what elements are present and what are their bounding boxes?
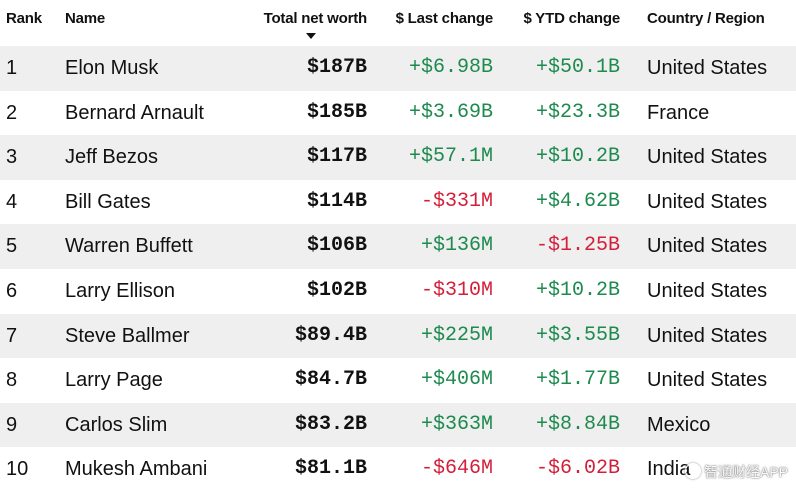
last-change-cell: -$646M xyxy=(420,457,493,481)
country-cell: India xyxy=(647,458,691,481)
name-cell[interactable]: Mukesh Ambani xyxy=(65,458,208,481)
country-cell: United States xyxy=(647,235,768,258)
table-row[interactable]: 7 Steve Ballmer $89.4B +$225M +$3.55B United … xyxy=(0,313,796,359)
country-cell: France xyxy=(647,101,710,124)
ytd-change-cell: -$6.02B xyxy=(535,457,620,481)
net-worth-cell: $185B xyxy=(306,100,367,124)
last-change-cell: -$310M xyxy=(420,278,493,302)
last-change-cell: +$225M xyxy=(420,323,493,347)
last-change-cell: +$57.1M xyxy=(408,145,493,169)
table-header: Rank Name Total net worth $ Last change … xyxy=(0,0,796,46)
table-row[interactable]: 3 Jeff Bezos $117B +$57.1M +$10.2B United Sta… xyxy=(0,135,796,180)
ytd-change-cell: +$23.3B xyxy=(535,100,620,124)
column-header-worth[interactable]: Total net worth xyxy=(263,10,368,27)
rank-cell: 8 xyxy=(6,369,18,392)
watermark-text: 智通财经APP xyxy=(703,464,788,480)
rank-cell: 1 xyxy=(6,57,18,79)
last-change-cell: +$363M xyxy=(420,412,493,436)
name-cell[interactable]: Warren Buffett xyxy=(65,235,193,258)
country-cell: United States xyxy=(647,324,768,347)
table-row[interactable]: 9 Carlos Slim $83.2B +$363M +$8.84B Mexico xyxy=(0,402,796,448)
net-worth-cell: $102B xyxy=(306,278,367,302)
column-header-ytd-change[interactable]: $ YTD change xyxy=(523,10,620,27)
name-cell[interactable]: Larry Page xyxy=(65,369,163,392)
ytd-change-cell: +$10.2B xyxy=(535,278,620,302)
watermark: 智通财经APP xyxy=(684,462,788,482)
ytd-change-cell: +$8.84B xyxy=(535,412,620,436)
name-cell[interactable]: Jeff Bezos xyxy=(65,146,159,169)
net-worth-cell: $117B xyxy=(306,145,367,169)
ytd-change-cell: +$4.62B xyxy=(535,189,620,213)
rank-cell: 9 xyxy=(6,413,18,436)
table-row[interactable]: 8 Larry Page $84.7B +$406M +$1.77B United Sta… xyxy=(0,358,796,403)
table-row[interactable]: 4 Bill Gates $114B -$331M +$4.62B United Stat… xyxy=(0,180,796,225)
ytd-change-cell: +$1.77B xyxy=(535,368,620,392)
rank-cell: 10 xyxy=(6,458,29,481)
country-cell: United States xyxy=(647,57,768,79)
country-cell: United States xyxy=(647,279,768,302)
column-header-last-change[interactable]: $ Last change xyxy=(395,10,494,27)
rank-cell: 5 xyxy=(6,235,18,258)
sort-descending-icon[interactable] xyxy=(306,33,316,39)
net-worth-cell: $83.2B xyxy=(294,412,367,436)
rank-cell: 2 xyxy=(6,101,18,124)
column-header-country[interactable]: Country / Region xyxy=(647,10,765,27)
column-header-name[interactable]: Name xyxy=(65,10,106,27)
country-cell: United States xyxy=(647,146,768,169)
net-worth-cell: $114B xyxy=(306,189,367,213)
rank-cell: 6 xyxy=(6,279,18,302)
net-worth-cell: $81.1B xyxy=(294,457,367,481)
name-cell[interactable]: Larry Ellison xyxy=(65,279,176,302)
last-change-cell: +$406M xyxy=(420,368,493,392)
country-cell: Mexico xyxy=(647,413,711,436)
column-header-rank[interactable]: Rank xyxy=(6,10,42,27)
table-body: 1 Elon Musk $187B +$6.98B +$50.1B United Stat… xyxy=(0,46,796,492)
ytd-change-cell: -$1.25B xyxy=(535,234,620,258)
rank-cell: 3 xyxy=(6,146,18,169)
ytd-change-cell: +$10.2B xyxy=(535,145,620,169)
table-row[interactable]: 10 Mukesh Ambani $81.1B -$646M -$6.02B India xyxy=(0,447,796,492)
table-row[interactable]: 6 Larry Ellison $102B -$310M +$10.2B United S… xyxy=(0,269,796,314)
country-cell: United States xyxy=(647,190,768,213)
name-cell[interactable]: Elon Musk xyxy=(65,57,159,79)
name-cell[interactable]: Carlos Slim xyxy=(65,413,168,436)
last-change-cell: -$331M xyxy=(420,189,493,213)
net-worth-cell: $89.4B xyxy=(294,323,367,347)
net-worth-cell: $84.7B xyxy=(294,368,367,392)
table-row[interactable]: 5 Warren Buffett $106B +$136M -$1.25B United … xyxy=(0,224,796,269)
table-row[interactable]: 1 Elon Musk $187B +$6.98B +$50.1B United Stat… xyxy=(0,46,796,91)
rank-cell: 4 xyxy=(6,190,18,213)
name-cell[interactable]: Bill Gates xyxy=(65,190,151,213)
ytd-change-cell: +$3.55B xyxy=(535,323,620,347)
last-change-cell: +$6.98B xyxy=(408,56,493,79)
last-change-cell: +$3.69B xyxy=(408,100,493,124)
rank-cell: 7 xyxy=(6,324,18,347)
watermark-logo-icon xyxy=(684,463,701,479)
net-worth-cell: $106B xyxy=(306,234,367,258)
name-cell[interactable]: Bernard Arnault xyxy=(65,101,204,124)
table-row[interactable]: 2 Bernard Arnault $185B +$3.69B +$23.3B Franc… xyxy=(0,91,796,136)
name-cell[interactable]: Steve Ballmer xyxy=(65,324,190,347)
net-worth-cell: $187B xyxy=(306,56,367,79)
last-change-cell: +$136M xyxy=(420,234,493,258)
ytd-change-cell: +$50.1B xyxy=(535,56,620,79)
country-cell: United States xyxy=(647,369,768,392)
